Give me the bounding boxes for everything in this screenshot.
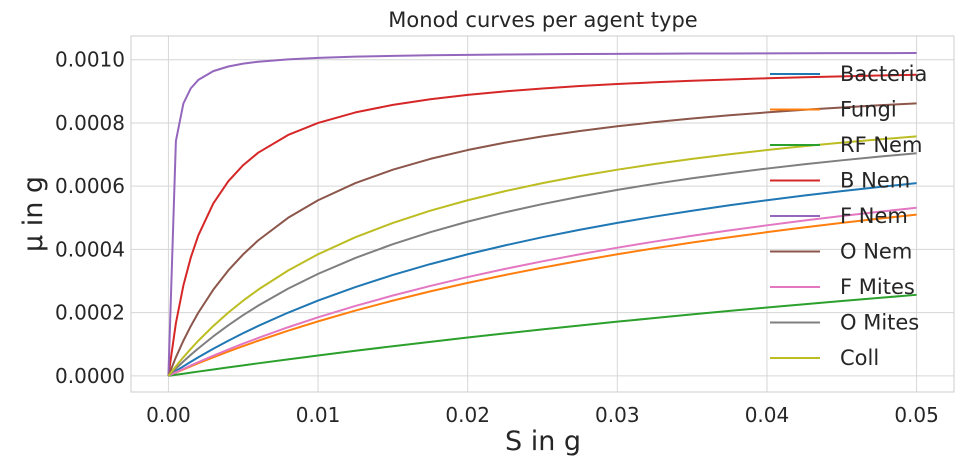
- x-tick-label: 0.00: [146, 403, 191, 427]
- x-tick-label: 0.03: [595, 403, 640, 427]
- grid: [131, 36, 954, 392]
- series-line-o-mites: [167, 152, 917, 377]
- x-tick-label: 0.05: [894, 403, 939, 427]
- series-lines: [167, 52, 917, 377]
- x-tick-label: 0.02: [445, 403, 490, 427]
- legend-label: F Mites: [840, 275, 915, 299]
- legend-label: Bacteria: [840, 62, 927, 86]
- series-line-f-mites: [167, 206, 917, 377]
- series-line-rf-nem: [168, 293, 917, 377]
- y-tick-label: 0.0010: [55, 48, 125, 72]
- y-tick-label: 0.0008: [55, 111, 125, 135]
- y-tick-label: 0.0000: [55, 364, 125, 388]
- series-line-fungi: [168, 213, 917, 377]
- series-line-o-nem: [167, 102, 917, 377]
- series-line-f-nem: [167, 52, 917, 376]
- y-tick-label: 0.0002: [55, 301, 125, 325]
- legend-label: B Nem: [840, 169, 910, 193]
- legend: Bacteria Fungi RF Nem B Nem F Nem O Nem F Mite…: [770, 62, 927, 370]
- x-tick-label: 0.04: [745, 403, 790, 427]
- legend-label: F Nem: [840, 204, 908, 228]
- y-tick-label: 0.0004: [55, 237, 125, 261]
- chart-title: Monod curves per agent type: [388, 8, 697, 32]
- x-tick-label: 0.01: [296, 403, 341, 427]
- legend-label: O Nem: [840, 240, 912, 264]
- legend-label: O Mites: [840, 311, 919, 335]
- y-tick-label: 0.0006: [55, 174, 125, 198]
- series-line-coll: [167, 135, 917, 377]
- x-tick-labels: 0.00 0.01 0.02 0.03 0.04 0.05: [146, 403, 939, 427]
- legend-label: RF Nem: [840, 133, 922, 157]
- plot-frame: [130, 35, 955, 393]
- series-line-b-nem: [167, 73, 917, 377]
- legend-label: Coll: [840, 346, 879, 370]
- y-tick-labels: 0.0000 0.0002 0.0004 0.0006 0.0008 0.0010: [55, 48, 125, 388]
- y-axis-label: μ in g: [18, 176, 49, 252]
- legend-label: Fungi: [840, 98, 897, 122]
- series-line-bacteria: [167, 182, 917, 377]
- x-axis-label: S in g: [505, 426, 581, 457]
